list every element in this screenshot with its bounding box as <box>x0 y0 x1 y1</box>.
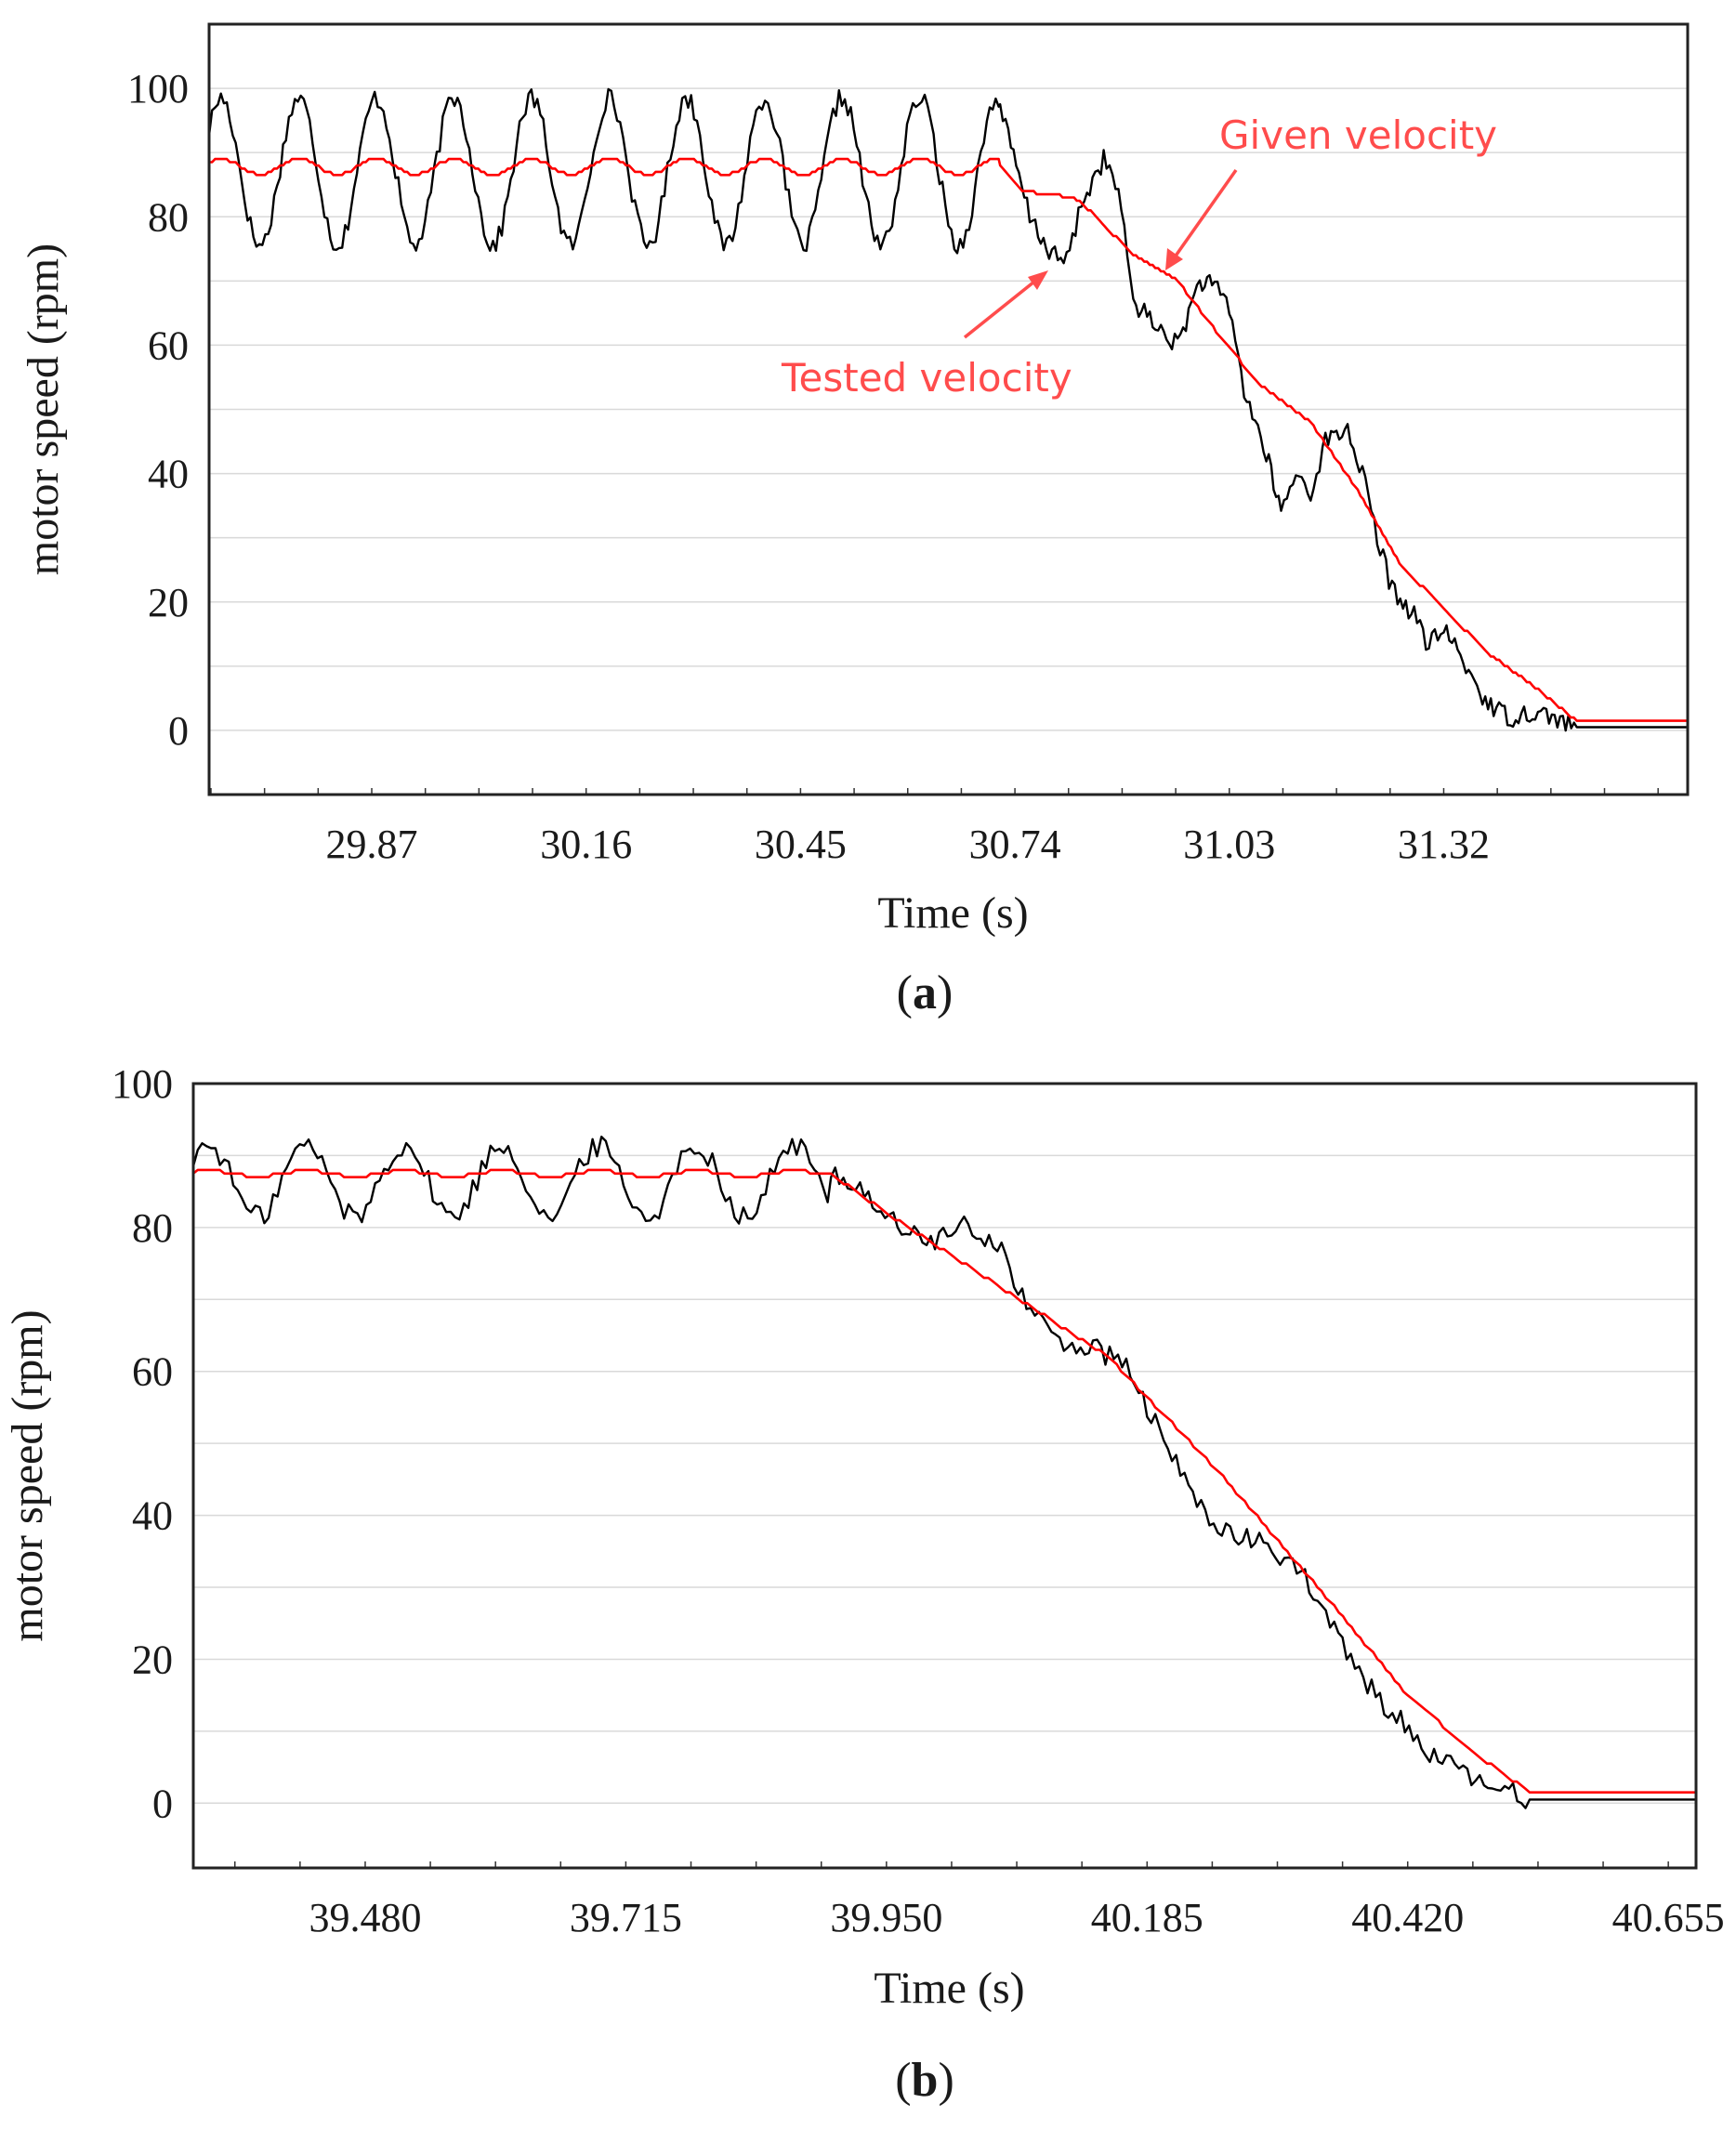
annotation-given-velocity: Given velocity <box>1219 112 1497 158</box>
x-tick-label: 40.420 <box>1351 1895 1464 1940</box>
panel-label-b: (b) <box>895 2054 954 2107</box>
series-line-tested-velocity <box>191 1136 1696 1809</box>
x-tick-label: 30.74 <box>969 822 1061 867</box>
y-tick-label: 0 <box>168 708 189 754</box>
annotation-arrowhead-given <box>1165 248 1183 270</box>
x-tick-label: 39.480 <box>309 1895 421 1940</box>
y-tick-label: 40 <box>132 1493 173 1539</box>
plot-frame-b <box>191 1082 1698 1870</box>
x-tick-label: 39.715 <box>570 1895 682 1940</box>
x-tick-label: 39.950 <box>830 1895 942 1940</box>
y-tick-label: 40 <box>148 452 189 497</box>
series-line-given-velocity <box>192 1168 1696 1794</box>
x-tick-label: 40.185 <box>1091 1895 1203 1940</box>
x-tick-label: 31.03 <box>1183 822 1275 867</box>
y-tick-label: 60 <box>132 1349 173 1395</box>
y-tick-label: 60 <box>148 322 189 368</box>
grid-lines-b <box>193 1154 1696 1805</box>
y-tick-label: 0 <box>152 1781 173 1826</box>
x-tick-label: 30.45 <box>755 822 847 867</box>
x-tick-label: 40.655 <box>1612 1895 1725 1940</box>
y-tick-label: 80 <box>148 194 189 240</box>
x-axis-label: Time (s) <box>874 1964 1024 2013</box>
y-axis-label: motor speed (rpm) <box>19 243 68 575</box>
y-tick-label: 100 <box>127 66 189 112</box>
x-tick-label: 30.16 <box>540 822 632 867</box>
chart-panel-b: 100 80 60 40 20 0 39.480 39.715 39.950 4… <box>3 1061 1725 2107</box>
grid-lines-a <box>209 87 1688 731</box>
panel-label-a: (a) <box>897 966 953 1019</box>
y-axis-label: motor speed (rpm) <box>3 1309 52 1641</box>
series-line-given-velocity <box>209 157 1688 722</box>
annotation-arrow-tested <box>963 276 1041 339</box>
y-tick-label: 20 <box>132 1637 173 1682</box>
series-group-b <box>191 1136 1696 1809</box>
x-tick-label: 29.87 <box>326 822 418 867</box>
series-line-tested-velocity <box>207 87 1688 732</box>
annotation-arrowhead-tested <box>1028 270 1048 290</box>
y-tick-label: 100 <box>112 1061 173 1107</box>
annotation-arrow-given <box>1170 168 1238 263</box>
y-tick-label: 20 <box>148 580 189 625</box>
x-axis-label: Time (s) <box>877 888 1028 938</box>
x-tick-label: 31.32 <box>1398 822 1490 867</box>
plot-frame-a <box>207 22 1690 796</box>
series-group-a <box>207 87 1688 732</box>
y-tick-label: 80 <box>132 1205 173 1251</box>
chart-panel-a: 100 80 60 40 20 0 29.87 30.16 30.45 30.7… <box>19 22 1690 1019</box>
annotation-tested-velocity: Tested velocity <box>781 355 1072 401</box>
